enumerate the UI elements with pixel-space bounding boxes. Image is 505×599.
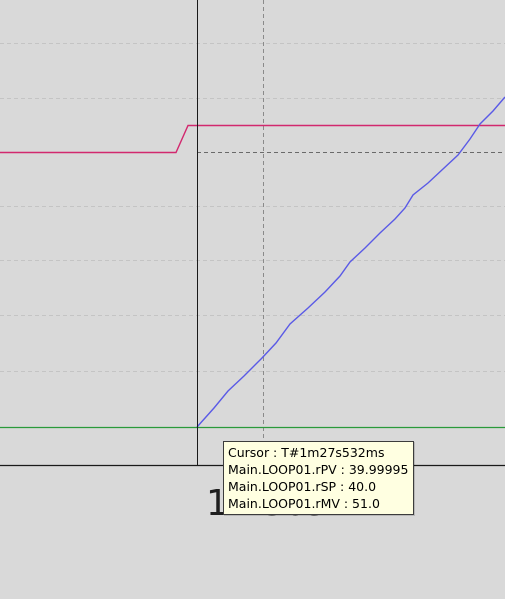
tooltip-cursor-time: Cursor : T#1m27s532ms [228, 445, 385, 460]
horizontal-grid [0, 43, 505, 372]
tooltip-mv-value: Main.LOOP01.rMV : 51.0 [228, 496, 380, 511]
tooltip-sp-value: Main.LOOP01.rSP : 40.0 [228, 479, 377, 494]
pv-trend-line [196, 96, 505, 428]
cursor-tooltip: Cursor : T#1m27s532ms Main.LOOP01.rPV : … [223, 441, 415, 515]
sp-trend-line [0, 124, 505, 154]
tooltip-pv-value: Main.LOOP01.rPV : 39.99995 [228, 462, 409, 477]
